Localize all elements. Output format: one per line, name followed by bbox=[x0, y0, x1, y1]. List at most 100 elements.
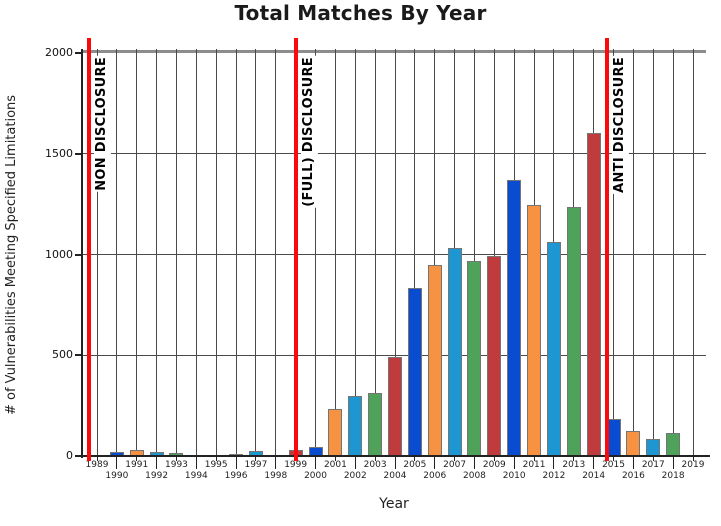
x-tick-2007 bbox=[454, 457, 456, 461]
x-tick-2002 bbox=[354, 457, 356, 469]
y-axis-line bbox=[81, 49, 83, 458]
x-tick-label-1996: 1996 bbox=[224, 471, 248, 481]
x-tick-2010 bbox=[513, 457, 515, 469]
x-tick-label-2007: 2007 bbox=[443, 460, 467, 470]
x-tick-label-1999: 1999 bbox=[284, 460, 308, 470]
bar-2008 bbox=[467, 261, 482, 456]
x-tick-2006 bbox=[434, 457, 436, 469]
x-tick-2014 bbox=[593, 457, 595, 469]
x-tick-label-2001: 2001 bbox=[323, 460, 347, 470]
gridline-v-2019 bbox=[692, 49, 694, 456]
disclosure-era-line-0 bbox=[87, 38, 92, 461]
x-tick-1996 bbox=[235, 457, 237, 469]
x-tick-label-2003: 2003 bbox=[363, 460, 387, 470]
x-tick-2001 bbox=[334, 457, 336, 461]
bar-2010 bbox=[507, 180, 522, 456]
gridline-v-2009 bbox=[493, 49, 495, 456]
bar-2003 bbox=[368, 393, 383, 456]
x-tick-label-2009: 2009 bbox=[482, 460, 506, 470]
x-tick-1990 bbox=[116, 457, 118, 469]
x-tick-1998 bbox=[275, 457, 277, 469]
x-axis-line bbox=[80, 455, 710, 457]
x-tick-label-2015: 2015 bbox=[602, 460, 625, 470]
gridline-v-2017 bbox=[652, 49, 654, 456]
gridline-v-1989 bbox=[96, 49, 98, 456]
x-tick-label-1997: 1997 bbox=[244, 460, 268, 470]
disclosure-era-label-0: NON DISCLOSURE bbox=[94, 56, 111, 192]
gridline-h-2000 bbox=[82, 50, 706, 53]
gridline-v-1997 bbox=[255, 49, 257, 456]
y-tick-label-0: 0 bbox=[66, 449, 73, 462]
x-tick-1994 bbox=[195, 457, 197, 469]
bar-2018 bbox=[666, 433, 681, 456]
x-axis-title: Year bbox=[379, 496, 409, 512]
gridline-v-1992 bbox=[156, 49, 158, 456]
gridline-v-2005 bbox=[414, 49, 416, 456]
x-tick-1997 bbox=[255, 457, 257, 461]
x-tick-1993 bbox=[175, 457, 177, 461]
x-tick-2003 bbox=[374, 457, 376, 461]
x-tick-2004 bbox=[394, 457, 396, 469]
bar-2015 bbox=[606, 419, 621, 456]
gridline-v-2016 bbox=[632, 49, 634, 456]
bar-2012 bbox=[546, 242, 561, 456]
disclosure-era-line-2 bbox=[604, 38, 609, 461]
x-tick-label-2005: 2005 bbox=[403, 460, 427, 470]
chart-title: Total Matches By Year bbox=[234, 1, 487, 25]
y-tick-label-2000: 2000 bbox=[45, 46, 73, 59]
gridline-v-1998 bbox=[275, 49, 277, 456]
gridline-v-2015 bbox=[613, 49, 615, 456]
gridline-v-2001 bbox=[334, 49, 336, 456]
gridline-h-500 bbox=[82, 354, 706, 356]
disclosure-era-label-2: ANTI DISCLOSURE bbox=[611, 56, 629, 194]
gridline-v-2003 bbox=[374, 49, 376, 456]
gridline-v-1995 bbox=[215, 49, 217, 456]
bar-2016 bbox=[626, 431, 641, 456]
disclosure-era-label-1: (FULL) DISCLOSURE bbox=[300, 56, 318, 208]
x-tick-1995 bbox=[215, 457, 217, 461]
disclosure-era-line-1 bbox=[293, 38, 298, 461]
x-tick-label-2010: 2010 bbox=[502, 471, 526, 481]
gridline-v-1996 bbox=[235, 49, 237, 456]
y-tick-label-1000: 1000 bbox=[45, 247, 73, 261]
x-tick-label-1992: 1992 bbox=[145, 471, 169, 481]
x-tick-label-1990: 1990 bbox=[105, 471, 129, 481]
x-tick-1992 bbox=[156, 457, 158, 469]
bar-2007 bbox=[447, 248, 462, 456]
bar-2013 bbox=[566, 207, 581, 456]
gridline-v-2004 bbox=[394, 49, 396, 456]
y-tick-label-500: 500 bbox=[52, 348, 73, 362]
x-tick-label-2002: 2002 bbox=[343, 471, 367, 481]
gridline-v-1993 bbox=[175, 49, 177, 456]
gridline-h-1000 bbox=[82, 254, 706, 255]
x-tick-label-2006: 2006 bbox=[423, 471, 447, 481]
gridline-v-1991 bbox=[136, 49, 138, 456]
x-tick-label-2012: 2012 bbox=[542, 471, 566, 481]
x-tick-2018 bbox=[672, 457, 674, 469]
gridline-v-1990 bbox=[116, 49, 118, 456]
x-tick-label-1994: 1994 bbox=[184, 471, 208, 481]
x-tick-label-2014: 2014 bbox=[582, 471, 606, 481]
y-tick-label-1500: 1500 bbox=[45, 146, 73, 160]
x-tick-label-1991: 1991 bbox=[125, 460, 149, 470]
gridline-v-2008 bbox=[473, 49, 475, 456]
gridline-v-2000 bbox=[315, 49, 317, 456]
bar-2005 bbox=[407, 288, 422, 456]
y-tick-0 bbox=[75, 455, 82, 457]
x-tick-2015 bbox=[613, 457, 615, 461]
y-tick-1000 bbox=[75, 253, 82, 256]
bar-2006 bbox=[427, 265, 442, 456]
x-tick-label-2019: 2019 bbox=[681, 460, 705, 470]
bar-2017 bbox=[646, 439, 661, 456]
gridline-v-1994 bbox=[195, 49, 197, 456]
x-tick-label-1989: 1989 bbox=[85, 460, 109, 470]
x-tick-2011 bbox=[533, 457, 535, 461]
x-tick-label-2011: 2011 bbox=[522, 460, 546, 470]
x-tick-2016 bbox=[632, 457, 634, 469]
x-tick-label-2000: 2000 bbox=[304, 471, 327, 481]
gridline-h-1500 bbox=[82, 153, 706, 155]
x-tick-2000 bbox=[315, 457, 317, 469]
bar-2002 bbox=[348, 396, 363, 456]
